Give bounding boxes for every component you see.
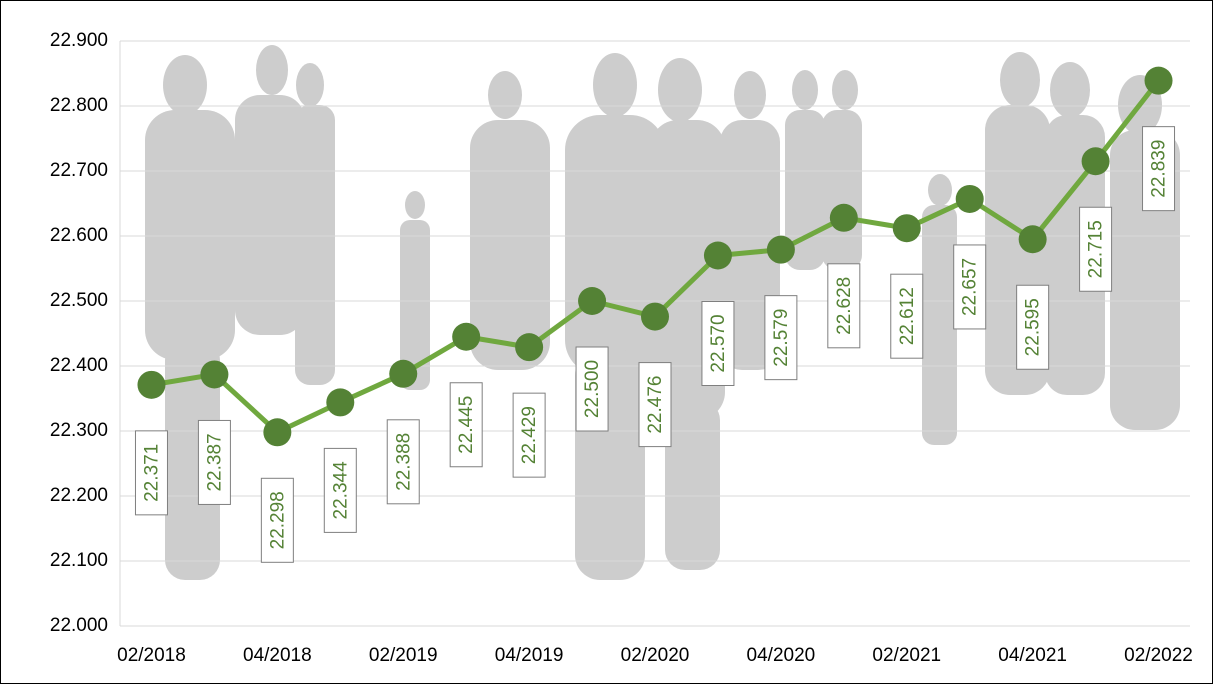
marker bbox=[389, 360, 417, 388]
marker bbox=[956, 185, 984, 213]
y-tick-label: 22.400 bbox=[50, 355, 108, 376]
data-label: 22.298 bbox=[261, 478, 293, 562]
data-label: 22.612 bbox=[891, 274, 923, 358]
x-tick-label: 02/2019 bbox=[369, 645, 438, 666]
data-label-text: 22.595 bbox=[1023, 298, 1044, 356]
data-label-text: 22.500 bbox=[582, 360, 603, 418]
data-label: 22.344 bbox=[324, 448, 356, 532]
data-label: 22.388 bbox=[387, 420, 419, 504]
data-label-text: 22.657 bbox=[960, 258, 981, 316]
marker bbox=[578, 287, 606, 315]
x-tick-label: 02/2020 bbox=[621, 645, 690, 666]
x-tick-label: 04/2021 bbox=[998, 645, 1067, 666]
data-label: 22.579 bbox=[765, 296, 797, 380]
data-label: 22.429 bbox=[513, 393, 545, 477]
marker bbox=[767, 236, 795, 264]
data-label-text: 22.570 bbox=[708, 314, 729, 372]
data-label-text: 22.371 bbox=[141, 444, 162, 502]
data-label-text: 22.298 bbox=[267, 491, 288, 549]
marker bbox=[452, 323, 480, 351]
marker bbox=[200, 360, 228, 388]
data-label: 22.570 bbox=[702, 302, 734, 386]
y-tick-label: 22.700 bbox=[50, 160, 108, 181]
marker bbox=[1019, 225, 1047, 253]
data-label: 22.657 bbox=[954, 245, 986, 329]
data-label-text: 22.628 bbox=[834, 277, 855, 335]
marker bbox=[893, 214, 921, 242]
data-label-text: 22.715 bbox=[1086, 220, 1107, 278]
data-label: 22.500 bbox=[576, 347, 608, 431]
data-label: 22.715 bbox=[1080, 207, 1112, 291]
chart: 22.000 22.100 22.200 22.300 22.400 22.500 22.6… bbox=[0, 0, 1213, 684]
data-label-text: 22.839 bbox=[1149, 140, 1170, 198]
marker bbox=[263, 418, 291, 446]
marker bbox=[137, 371, 165, 399]
x-tick-label: 02/2022 bbox=[1124, 645, 1193, 666]
data-label: 22.595 bbox=[1017, 285, 1049, 369]
data-label-text: 22.445 bbox=[456, 396, 477, 454]
y-tick-label: 22.800 bbox=[50, 95, 108, 116]
x-tick-label: 04/2018 bbox=[243, 645, 312, 666]
y-tick-label: 22.900 bbox=[50, 30, 108, 51]
y-tick-label: 22.000 bbox=[50, 615, 108, 636]
data-label-text: 22.388 bbox=[393, 433, 414, 491]
marker bbox=[704, 242, 732, 270]
marker bbox=[641, 303, 669, 331]
marker bbox=[830, 204, 858, 232]
data-label: 22.839 bbox=[1143, 127, 1175, 211]
data-label-text: 22.429 bbox=[519, 406, 540, 464]
data-label: 22.628 bbox=[828, 264, 860, 348]
marker bbox=[1145, 67, 1173, 95]
x-tick-label: 04/2020 bbox=[747, 645, 816, 666]
x-tick-label: 04/2019 bbox=[495, 645, 564, 666]
marker bbox=[515, 333, 543, 361]
y-tick-label: 22.500 bbox=[50, 290, 108, 311]
y-tick-label: 22.100 bbox=[50, 550, 108, 571]
x-tick-label: 02/2021 bbox=[872, 645, 941, 666]
data-label-text: 22.387 bbox=[204, 433, 225, 491]
marker bbox=[326, 388, 354, 416]
x-tick-label: 02/2018 bbox=[117, 645, 186, 666]
data-label-text: 22.579 bbox=[771, 309, 792, 367]
data-label-text: 22.612 bbox=[897, 287, 918, 345]
data-label-text: 22.476 bbox=[645, 376, 666, 434]
data-label: 22.387 bbox=[198, 420, 230, 504]
y-tick-label: 22.200 bbox=[50, 485, 108, 506]
data-label: 22.476 bbox=[639, 363, 671, 447]
y-tick-label: 22.300 bbox=[50, 420, 108, 441]
data-label-text: 22.344 bbox=[330, 461, 351, 520]
marker bbox=[1082, 147, 1110, 175]
y-tick-label: 22.600 bbox=[50, 225, 108, 246]
data-label: 22.371 bbox=[135, 431, 167, 515]
data-label: 22.445 bbox=[450, 383, 482, 467]
